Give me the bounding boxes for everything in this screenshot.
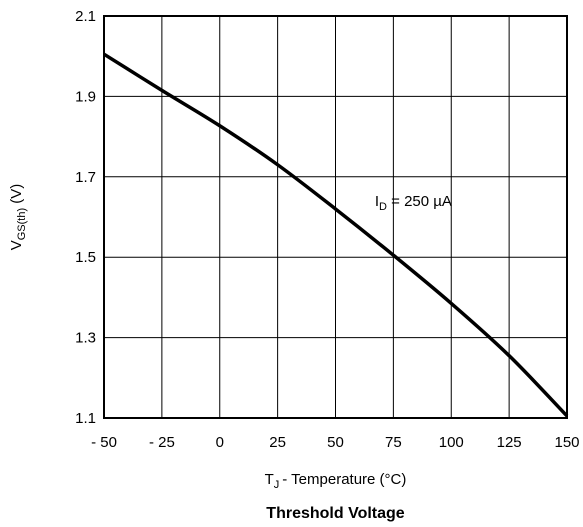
x-tick-label: 100 xyxy=(439,434,464,451)
y-tick-label: 2.1 xyxy=(75,8,96,25)
x-tick-label: 25 xyxy=(269,434,286,451)
x-tick-label: - 25 xyxy=(149,434,175,451)
y-axis-label: VGS(th) (V) xyxy=(8,184,28,251)
x-tick-label: 75 xyxy=(385,434,402,451)
x-axis-label-rest: - Temperature (°C) xyxy=(282,471,406,488)
series-layer xyxy=(103,52,569,418)
grid-lines xyxy=(104,16,567,418)
y-axis-label-main: V xyxy=(8,240,25,250)
y-axis-label-rest: (V) xyxy=(8,184,25,208)
annotation-sub: D xyxy=(379,201,387,213)
x-axis-label-main: T xyxy=(265,471,274,488)
x-axis-label: TJ - Temperature (°C) xyxy=(265,471,407,491)
annotation-rest: = 250 µA xyxy=(387,193,452,210)
x-tick-label: 150 xyxy=(554,434,579,451)
x-tick-label: 0 xyxy=(216,434,224,451)
id-annotation: ID = 250 µA xyxy=(375,193,452,213)
y-tick-label: 1.9 xyxy=(75,88,96,105)
x-axis-label-sub: J xyxy=(274,479,280,491)
y-tick-label: 1.1 xyxy=(75,410,96,427)
annotation-main: I xyxy=(375,193,379,210)
y-tick-label: 1.3 xyxy=(75,330,96,347)
x-tick-label: - 50 xyxy=(91,434,117,451)
x-tick-label: 50 xyxy=(327,434,344,451)
series-line xyxy=(103,52,569,418)
tick-labels: - 50 - 25 0 25 50 75 100 125 150 1.1 1.3 1.5 1.7 1.9 2… xyxy=(75,8,579,451)
plot-frame xyxy=(103,15,568,419)
y-axis-label-sub: GS(th) xyxy=(16,208,28,240)
y-tick-label: 1.7 xyxy=(75,169,96,186)
chart-title: Threshold Voltage xyxy=(266,505,404,522)
x-tick-label: 125 xyxy=(497,434,522,451)
y-tick-label: 1.5 xyxy=(75,249,96,266)
